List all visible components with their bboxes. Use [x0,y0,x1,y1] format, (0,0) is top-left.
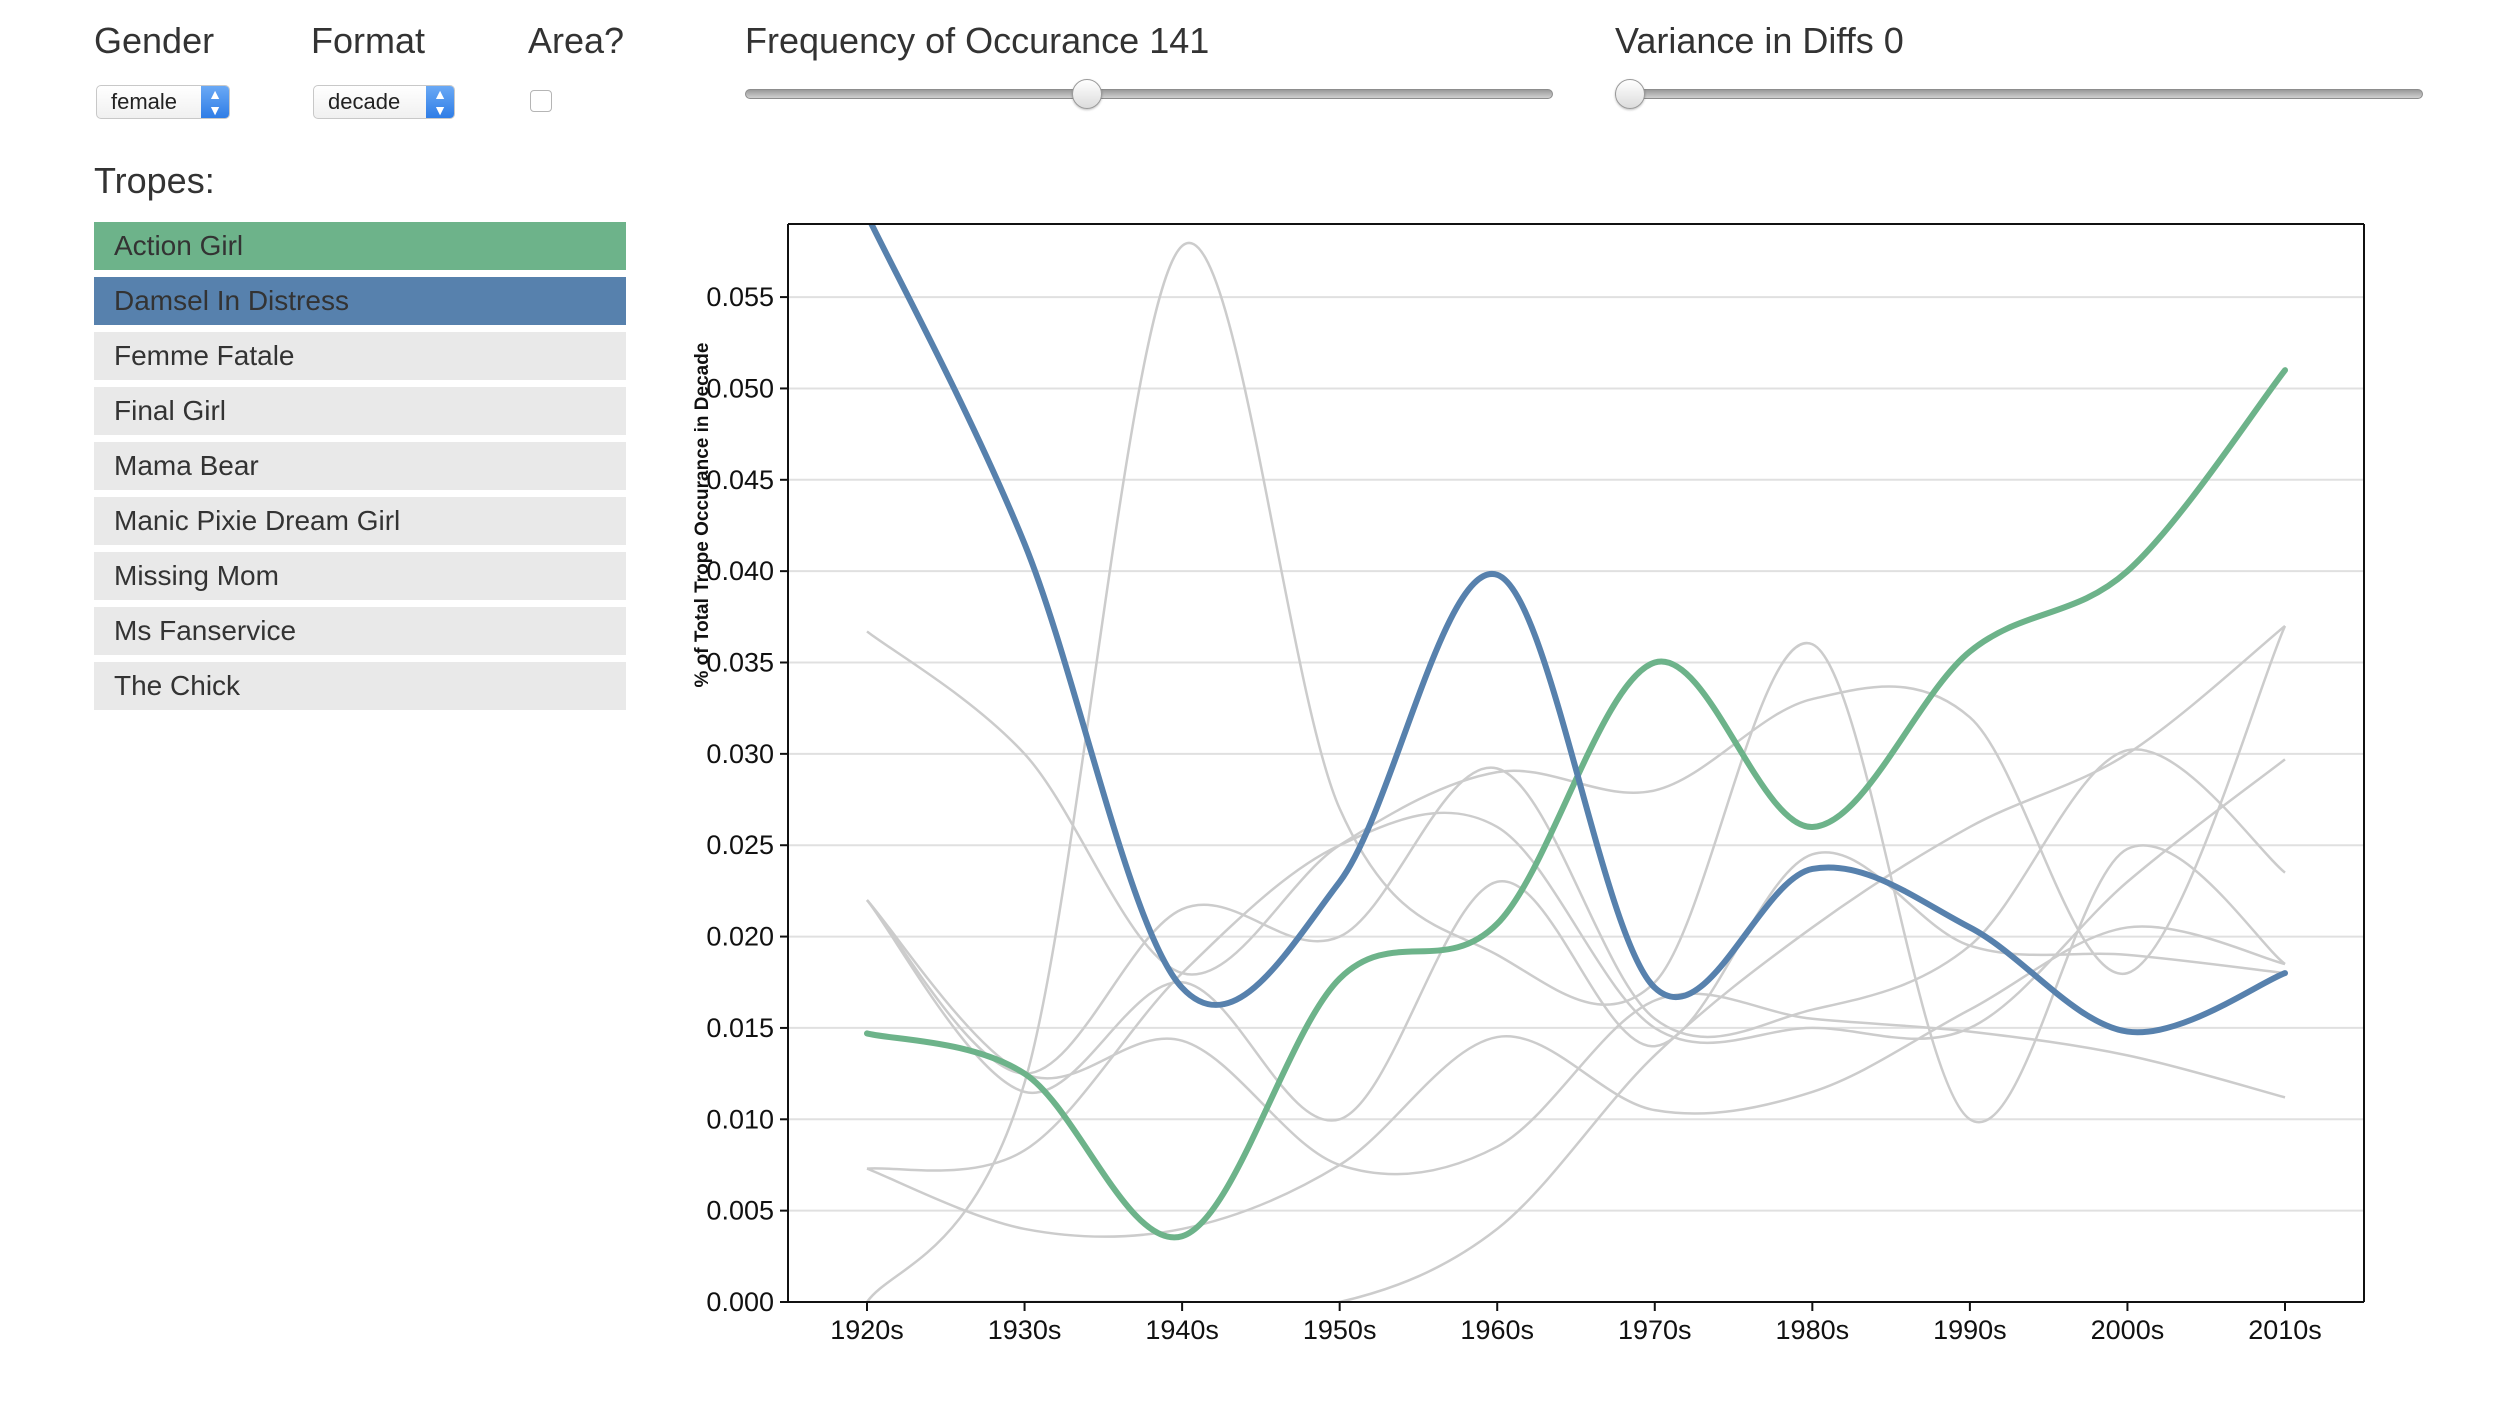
grid-lines [788,296,2364,1212]
series-line-background [866,758,2286,1172]
series-line-background [865,241,2286,1302]
area-label: Area? [528,20,625,61]
x-tick-label: 1960s [1460,1315,1534,1345]
trope-item[interactable]: Mama Bear [94,442,626,490]
gender-select[interactable]: female ▲ ▼ [96,85,230,119]
trope-item[interactable]: Femme Fatale [94,332,626,380]
y-tick-label: 0.040 [706,556,774,586]
format-select-value: decade [328,89,401,114]
format-label: Format [311,20,426,61]
variance-slider-thumb[interactable] [1615,79,1645,109]
series-line-background [866,748,2286,1075]
trope-item[interactable]: Action Girl [94,222,626,270]
x-tick-label: 1940s [1145,1315,1219,1345]
series-line-damsel-in-distress [868,224,2288,1036]
select-arrows-icon: ▲ ▼ [426,86,454,118]
y-tick-label: 0.000 [706,1287,774,1317]
y-tick-label: 0.055 [706,282,774,312]
x-tick-label: 1990s [1933,1315,2007,1345]
y-tick-label: 0.020 [706,922,774,952]
background-series [865,241,2287,1302]
gender-label: Gender [94,20,215,61]
frequency-slider-title: Frequency of Occurance 141 [745,20,1210,61]
y-tick-label: 0.050 [706,373,774,403]
trope-item[interactable]: Manic Pixie Dream Girl [94,497,626,545]
trope-item[interactable]: Ms Fanservice [94,607,626,655]
series-line-background [867,624,2286,1302]
line-chart: 0.000 0.005 0.010 0.015 0.020 0.025 0.030 0.035… [692,223,2365,1345]
highlighted-series [864,224,2288,1241]
frequency-slider-track[interactable] [745,89,1553,99]
x-tick-label: 1950s [1303,1315,1377,1345]
x-tick-label: 1930s [988,1315,1062,1345]
y-tick-label: 0.035 [706,648,774,678]
trope-item[interactable]: Final Girl [94,387,626,435]
x-tick-label: 1980s [1776,1315,1850,1345]
variance-slider-track[interactable] [1615,89,2423,99]
x-tick-label: 2010s [2248,1315,2322,1345]
trope-list: Action Girl Damsel In Distress Femme Fatal… [94,222,626,717]
area-checkbox[interactable] [530,90,552,112]
x-tick-label: 1970s [1618,1315,1692,1345]
trope-item[interactable]: The Chick [94,662,626,710]
series-line-background [866,851,2286,1122]
trope-item[interactable]: Missing Mom [94,552,626,600]
tropes-title: Tropes: [94,160,215,201]
variance-slider-title: Variance in Diffs 0 [1615,20,1904,61]
y-tick-label: 0.015 [706,1013,774,1043]
format-select[interactable]: decade ▲ ▼ [313,85,455,119]
series-line-background [866,925,2286,1238]
trope-item[interactable]: Damsel In Distress [94,277,626,325]
y-tick-label: 0.030 [706,739,774,769]
y-tick-label: 0.010 [706,1104,774,1134]
series-line-background [866,625,2287,976]
gender-select-value: female [111,89,178,114]
y-tick-label: 0.025 [706,830,774,860]
y-tick-label: 0.005 [706,1196,774,1226]
y-axis-title: % of Total Trope Occurance in Decade [692,343,713,688]
select-arrows-icon: ▲ ▼ [201,86,229,118]
series-line-action-girl [864,367,2288,1241]
y-tick-label: 0.045 [706,465,774,495]
axes: 0.000 0.005 0.010 0.015 0.020 0.025 0.030 0.035… [706,223,2365,1345]
frequency-slider-thumb[interactable] [1071,79,1102,109]
series-line-background [866,899,2286,1176]
x-tick-label: 1920s [830,1315,904,1345]
x-tick-label: 2000s [2091,1315,2165,1345]
